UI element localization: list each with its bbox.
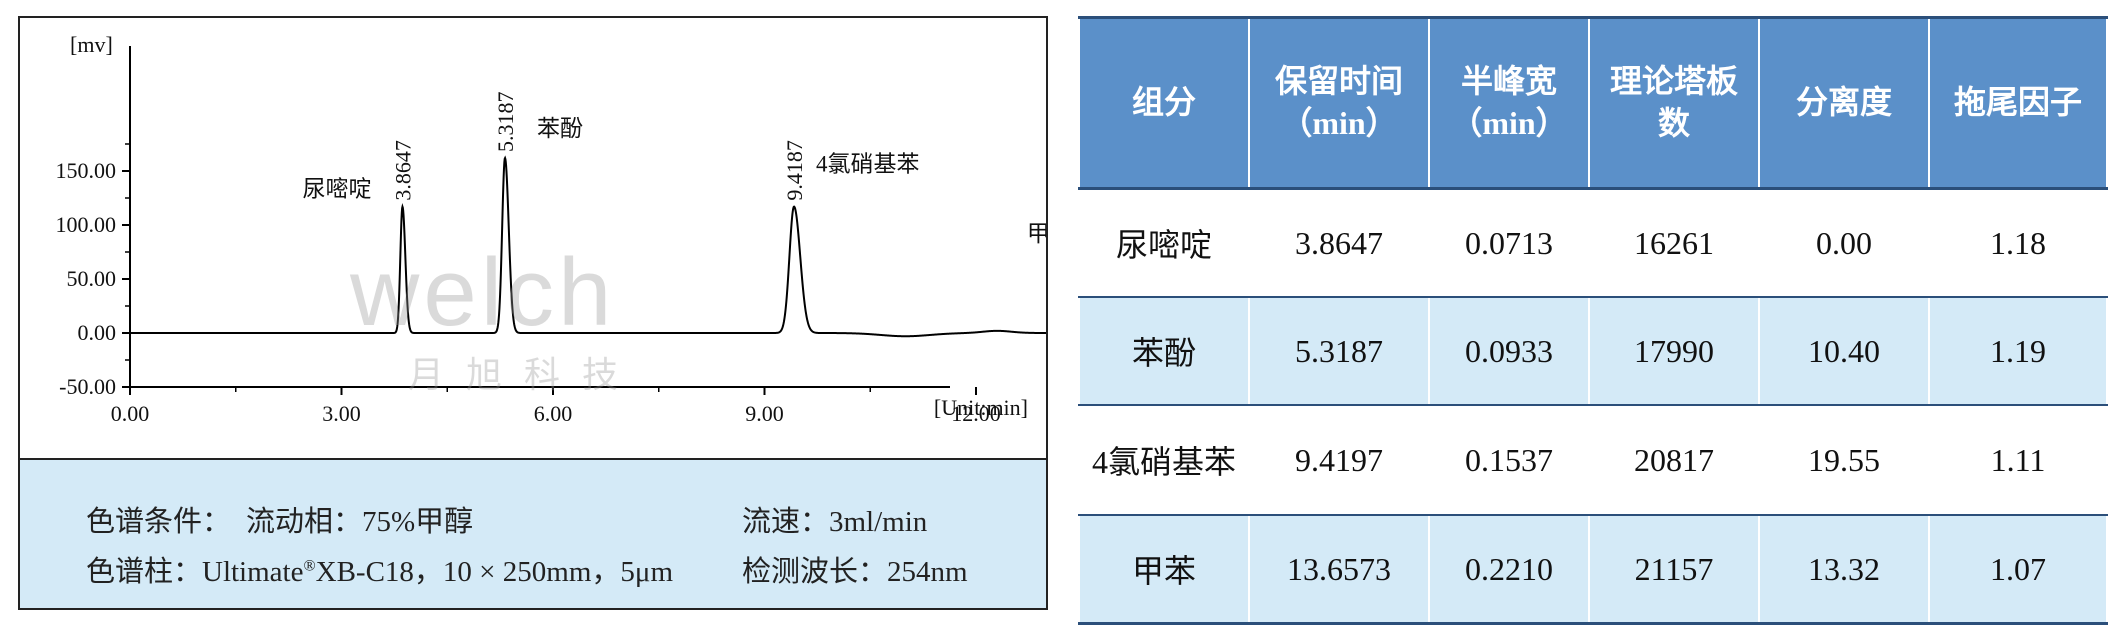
table-cell: 甲苯 xyxy=(1078,515,1250,625)
chromatographic-conditions: 色谱条件： 流动相：75%甲醇 流速：3ml/min 色谱柱：Ultimate®… xyxy=(20,458,1046,608)
table-cell: 4氯硝基苯 xyxy=(1078,405,1250,516)
y-tick-label: 0.00 xyxy=(78,320,117,345)
peak-rt-label: 3.8647 xyxy=(390,140,415,201)
table-cell: 5.3187 xyxy=(1248,297,1430,406)
peak-rt-label: 9.4187 xyxy=(782,140,807,201)
table-cell: 3.8647 xyxy=(1248,188,1430,298)
peak-name-label: 尿嘧啶 xyxy=(302,177,371,202)
table-row: 尿嘧啶 3.8647 0.0713 16261 0.00 1.18 xyxy=(1078,188,2108,298)
table-cell: 0.0713 xyxy=(1428,188,1590,298)
y-axis-label: [mv] xyxy=(70,32,113,57)
table-cell: 0.1537 xyxy=(1428,405,1590,516)
table-header-row: 组分 保留时间 （min） 半峰宽 （min） 理论塔板数分离度 拖尾因子 xyxy=(1078,16,2108,190)
table-cell: 1.11 xyxy=(1928,405,2108,516)
x-tick-label: 12.00 xyxy=(951,401,1001,426)
y-tick-label: 100.00 xyxy=(56,212,117,237)
column-header: 保留时间 （min） xyxy=(1248,16,1430,190)
table-cell: 0.2210 xyxy=(1428,515,1590,625)
column-header-text: （min） xyxy=(1280,105,1398,141)
conditions-label: 色谱条件： xyxy=(86,506,232,538)
column-header-text: 半峰宽 xyxy=(1460,63,1557,100)
column-header: 组分 xyxy=(1078,16,1250,190)
table-row: 4氯硝基苯 9.4197 0.1537 20817 19.55 1.11 xyxy=(1078,405,2108,516)
column-info: 色谱柱：Ultimate®XB-C18，10 × 250mm，5μm xyxy=(86,556,674,588)
table-row: 苯酚 5.3187 0.0933 17990 10.40 1.19 xyxy=(1078,297,2108,406)
chromatogram-trace-layer xyxy=(130,155,1046,338)
table-cell: 19.55 xyxy=(1758,405,1930,516)
table-cell: 13.6573 xyxy=(1248,515,1430,625)
table-cell: 17990 xyxy=(1588,297,1760,406)
column-header: 理论塔板数 xyxy=(1588,16,1760,190)
x-axis-label: [Unit:min] xyxy=(934,395,1028,420)
table-cell: 1.07 xyxy=(1928,515,2108,625)
table-cell: 1.19 xyxy=(1928,297,2108,406)
y-tick-label: -50.00 xyxy=(59,374,116,399)
column-header: 半峰宽 （min） xyxy=(1428,16,1590,190)
table-cell: 16261 xyxy=(1588,188,1760,298)
peak-name-label: 4氯硝基苯 xyxy=(816,152,920,177)
detection-wavelength: 检测波长：254nm xyxy=(742,556,968,588)
column-header-text: 理论塔板 xyxy=(1609,63,1738,100)
table-cell: 20817 xyxy=(1588,405,1760,516)
table-cell: 21157 xyxy=(1588,515,1760,625)
chromatogram-panel: -50.00 0.00 50.00 100.00 150.00 [mv] 0.00 3.00 6… xyxy=(18,16,1048,610)
x-tick-label: 6.00 xyxy=(534,401,573,426)
column-header-text: 组分 xyxy=(1131,84,1196,121)
results-table: 组分 保留时间 （min） 半峰宽 （min） 理论塔板数分离度 拖尾因子 尿嘧啶 3.864… xyxy=(1078,16,2108,625)
table-cell: 0.0933 xyxy=(1428,297,1590,406)
table-cell: 1.18 xyxy=(1928,188,2108,298)
x-tick-label: 3.00 xyxy=(322,401,361,426)
table-cell: 苯酚 xyxy=(1078,297,1250,406)
table-cell: 13.32 xyxy=(1758,515,1930,625)
column-header-text: 数 xyxy=(1657,105,1690,141)
column-header-text: 拖尾因子 xyxy=(1953,84,2082,121)
column-header-text: 保留时间 xyxy=(1274,63,1403,100)
y-tick-label: 50.00 xyxy=(67,266,117,291)
column-header-text: 分离度 xyxy=(1795,84,1892,121)
table-row: 甲苯 13.6573 0.2210 21157 13.32 1.07 xyxy=(1078,515,2108,625)
mobile-phase: 流动相：75%甲醇 xyxy=(246,506,474,538)
peak-rt-label: 5.3187 xyxy=(493,92,518,153)
column-header: 拖尾因子 xyxy=(1928,16,2108,190)
table-cell: 10.40 xyxy=(1758,297,1930,406)
x-tick-label: 9.00 xyxy=(745,401,784,426)
flow-rate: 流速：3ml/min xyxy=(742,506,928,538)
peak-name-label: 苯酚 xyxy=(537,116,583,141)
table-cell: 9.4197 xyxy=(1248,405,1430,516)
y-tick-label: 150.00 xyxy=(56,158,117,183)
column-header-text: （min） xyxy=(1450,105,1568,141)
x-tick-label: 0.00 xyxy=(111,401,150,426)
table-cell: 尿嘧啶 xyxy=(1078,188,1250,298)
chromatogram-trace xyxy=(130,155,1046,338)
peak-name-label: 甲苯 xyxy=(1027,221,1046,246)
column-header: 分离度 xyxy=(1758,16,1930,190)
table-cell: 0.00 xyxy=(1758,188,1930,298)
